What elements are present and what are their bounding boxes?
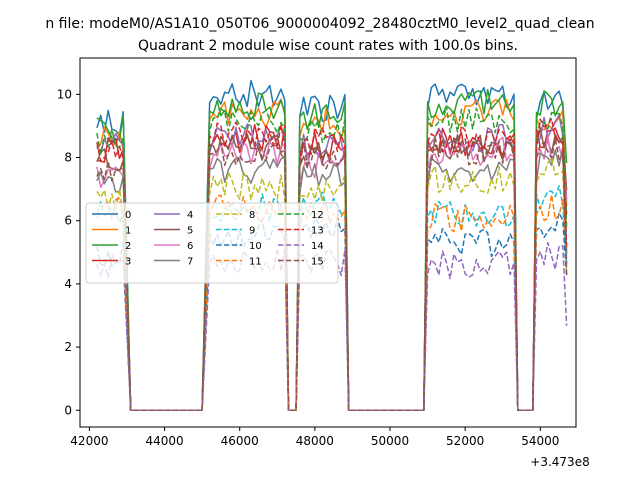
- y-tick-label: 2: [64, 340, 72, 354]
- legend-label-2: 2: [125, 241, 131, 252]
- figure-suptitle: n file: modeM0/AS1A10_050T06_9000004092_…: [45, 16, 594, 32]
- series-line-2: [96, 88, 568, 412]
- x-tick-label: 50000: [371, 434, 409, 448]
- legend-label-8: 8: [249, 210, 255, 221]
- axis-layer: 42000 44000 46000 48000 50000 52000 54000 0 2 4 6 8…: [57, 87, 560, 448]
- legend-label-1: 1: [125, 226, 131, 237]
- legend-label-11: 11: [249, 257, 262, 268]
- legend-label-10: 10: [249, 241, 262, 252]
- legend-box: [85, 202, 339, 284]
- legend-label-7: 7: [187, 257, 193, 268]
- legend-label-3: 3: [125, 257, 131, 268]
- legend-label-0: 0: [125, 210, 131, 221]
- x-tick-label: 44000: [145, 434, 183, 448]
- legend-label-13: 13: [311, 226, 324, 237]
- series-line-1: [96, 98, 568, 412]
- x-tick-label: 48000: [296, 434, 334, 448]
- legend-label-9: 9: [249, 226, 255, 237]
- series-line-3: [96, 123, 568, 412]
- legend-label-12: 12: [311, 210, 324, 221]
- chart-title: Quadrant 2 module wise count rates with …: [138, 38, 518, 54]
- y-tick-label: 8: [64, 151, 72, 165]
- legend-label-4: 4: [187, 210, 193, 221]
- x-tick-label: 52000: [446, 434, 484, 448]
- legend-label-6: 6: [187, 241, 193, 252]
- series-line-12: [96, 105, 568, 412]
- legend-label-15: 15: [311, 257, 324, 268]
- y-tick-label: 4: [64, 277, 72, 291]
- y-tick-label: 6: [64, 214, 72, 228]
- y-tick-label: 0: [64, 403, 72, 417]
- series-line-8: [96, 156, 568, 412]
- y-tick-label: 10: [57, 87, 72, 101]
- series-line-13: [96, 118, 568, 412]
- series-line-4: [96, 114, 568, 412]
- series-line-0: [96, 79, 568, 412]
- series-line-7: [96, 146, 568, 412]
- x-tick-label: 46000: [221, 434, 259, 448]
- legend-label-14: 14: [311, 241, 324, 252]
- x-tick-label: 42000: [70, 434, 108, 448]
- legend-label-5: 5: [187, 226, 193, 237]
- series-line-15: [96, 136, 568, 412]
- x-offset-label: +3.473e8: [530, 455, 589, 469]
- x-tick-label: 54000: [521, 434, 559, 448]
- plot-frame: [79, 57, 577, 428]
